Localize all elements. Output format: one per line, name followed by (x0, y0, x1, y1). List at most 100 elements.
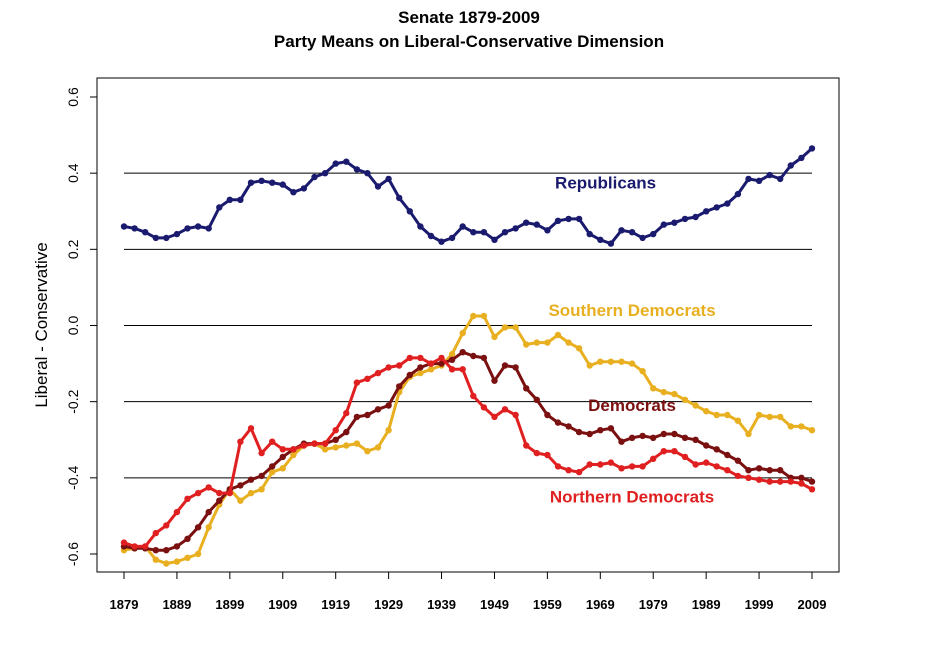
data-point (681, 434, 689, 441)
data-point (512, 364, 519, 371)
data-point (152, 529, 159, 537)
data-point (163, 234, 170, 242)
data-point (523, 219, 530, 226)
data-point (194, 223, 202, 230)
data-point (628, 360, 636, 367)
data-point (808, 145, 816, 152)
data-point (491, 236, 498, 243)
data-point (660, 221, 667, 228)
data-point (470, 352, 477, 360)
data-point (713, 446, 720, 453)
data-point (417, 364, 424, 371)
data-point (385, 427, 392, 434)
data-point (470, 229, 477, 236)
data-point (787, 162, 794, 169)
data-point (353, 440, 361, 447)
data-point (618, 227, 625, 234)
data-point (247, 425, 255, 432)
data-point (374, 444, 382, 451)
label-northern-democrats: Northern Democrats (550, 488, 714, 507)
data-point (512, 411, 519, 419)
data-point (586, 230, 593, 238)
series-democrats (120, 349, 816, 554)
data-point (385, 364, 392, 371)
data-point (269, 438, 276, 445)
data-point (671, 219, 678, 226)
data-point (681, 396, 689, 403)
x-tick-label: 1979 (639, 597, 668, 612)
x-tick-label: 1879 (110, 597, 139, 612)
data-point (724, 200, 731, 207)
data-point (205, 508, 212, 516)
data-point (787, 423, 794, 430)
label-democrats: Democrats (588, 396, 676, 415)
data-point (290, 189, 297, 196)
data-point (247, 179, 255, 186)
data-point (321, 170, 329, 177)
y-tick-label: 0.0 (65, 316, 81, 336)
data-point (734, 457, 742, 464)
data-point (279, 181, 286, 188)
data-point (607, 425, 615, 432)
y-tick-label: 0.6 (65, 87, 81, 107)
data-point (353, 379, 361, 386)
data-point (586, 461, 593, 468)
data-point (703, 442, 710, 449)
data-point (724, 411, 731, 419)
label-republicans: Republicans (555, 173, 656, 192)
data-point (787, 478, 794, 485)
data-point (480, 312, 488, 320)
data-point (650, 230, 657, 238)
data-point (544, 411, 551, 419)
data-point (152, 556, 159, 563)
data-point (766, 478, 773, 485)
data-point (692, 213, 699, 221)
data-point (491, 377, 498, 384)
data-point (205, 484, 212, 491)
data-point (269, 463, 276, 470)
data-point (438, 354, 445, 362)
data-point (597, 461, 604, 468)
data-point (692, 436, 699, 443)
series-line-republicans (123, 147, 814, 246)
data-point (586, 362, 593, 369)
data-point (142, 543, 149, 550)
data-point (417, 369, 424, 377)
data-point (385, 402, 392, 409)
data-point (300, 185, 308, 192)
data-point (480, 229, 488, 236)
data-point (374, 183, 382, 190)
data-point (766, 171, 773, 179)
data-point (575, 345, 583, 352)
data-point (321, 446, 329, 453)
data-point (131, 225, 138, 232)
data-point (258, 472, 265, 480)
data-point (755, 411, 763, 419)
x-tick-label: 1899 (215, 597, 244, 612)
data-point (639, 463, 646, 470)
data-point (194, 524, 202, 531)
data-point (406, 208, 413, 215)
x-tick-label: 1909 (268, 597, 297, 612)
data-point (523, 385, 530, 392)
data-point (745, 430, 752, 438)
data-point (660, 388, 667, 396)
data-point (237, 497, 244, 504)
data-point (152, 234, 159, 242)
data-point (660, 430, 667, 438)
data-point (226, 489, 233, 497)
data-point (575, 215, 583, 223)
x-tick-label: 1889 (162, 597, 191, 612)
data-point (618, 465, 625, 472)
x-tick-label: 2009 (798, 597, 827, 612)
data-point (406, 354, 413, 362)
data-point (396, 194, 403, 202)
data-point (173, 543, 181, 550)
data-point (448, 234, 456, 242)
data-point (650, 434, 657, 441)
data-point (459, 349, 466, 356)
data-point (777, 467, 784, 474)
x-tick-label: 1939 (427, 597, 456, 612)
data-point (332, 436, 339, 443)
y-tick-label: 0.4 (65, 163, 81, 183)
